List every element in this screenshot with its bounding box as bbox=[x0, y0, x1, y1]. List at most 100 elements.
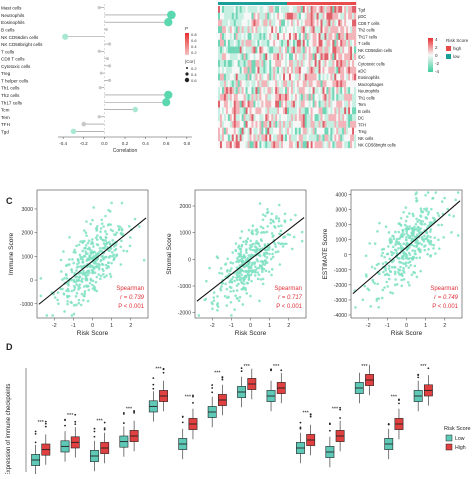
scatter-point bbox=[411, 212, 415, 216]
scatter-point bbox=[107, 249, 111, 253]
heatmap-cell bbox=[350, 60, 353, 68]
heatmap-cell bbox=[285, 39, 288, 47]
heatmap-cell bbox=[277, 26, 280, 34]
y-tick-label: -2000 bbox=[334, 283, 347, 289]
heatmap-cell bbox=[288, 100, 292, 108]
scatter-point bbox=[255, 228, 259, 231]
heatmap-cell bbox=[259, 53, 262, 61]
heatmap-cell bbox=[340, 60, 343, 68]
scatter-point bbox=[122, 249, 125, 253]
heatmap-cell bbox=[249, 6, 252, 13]
heatmap-cell bbox=[352, 6, 355, 13]
heatmap-cell bbox=[257, 141, 260, 149]
heatmap-cell bbox=[338, 12, 341, 20]
heatmap-cell bbox=[332, 12, 335, 20]
scatter-point bbox=[114, 233, 117, 237]
heatmap-cell bbox=[296, 114, 300, 122]
heatmap-cell bbox=[247, 39, 250, 47]
box-outlier bbox=[181, 421, 184, 424]
scatter-point bbox=[387, 267, 391, 270]
heatmap-cell bbox=[245, 114, 248, 122]
heatmap-cell bbox=[231, 87, 234, 95]
heatmap-cell bbox=[269, 120, 272, 128]
heatmap-cell bbox=[218, 87, 221, 95]
scatter-point bbox=[96, 243, 100, 247]
heatmap-cell bbox=[249, 33, 252, 41]
scatter-point bbox=[82, 285, 86, 288]
heatmap-cell bbox=[328, 100, 331, 108]
heatmap-cell bbox=[338, 120, 341, 128]
scatter-point bbox=[400, 284, 404, 288]
scatter-point bbox=[59, 258, 63, 262]
heatmap-cell bbox=[306, 87, 309, 95]
heatmap-cell bbox=[279, 93, 282, 101]
scatter-point bbox=[61, 278, 64, 281]
heatmap-cell bbox=[223, 53, 227, 61]
significance-label: *** bbox=[420, 364, 427, 370]
heatmap-cell bbox=[308, 6, 311, 13]
heatmap-cell bbox=[255, 93, 258, 101]
scatter-point bbox=[104, 239, 108, 242]
heatmap-cell bbox=[338, 26, 341, 34]
significance-label: *** bbox=[302, 410, 309, 416]
scatter-point bbox=[248, 244, 252, 247]
scatter-point bbox=[271, 255, 275, 259]
heatmap-cell bbox=[218, 33, 221, 41]
scatter-point bbox=[104, 256, 107, 259]
scatter-point bbox=[407, 266, 411, 269]
heatmap-legend-title: Risk Score bbox=[446, 38, 469, 43]
scatter-point bbox=[397, 270, 400, 274]
heatmap-cell bbox=[218, 134, 221, 142]
heatmap-cell bbox=[314, 134, 317, 142]
heatmap-cell bbox=[259, 12, 262, 20]
scatter-point bbox=[273, 225, 276, 228]
heatmap-cell bbox=[249, 87, 252, 95]
heatmap-cell bbox=[221, 80, 225, 88]
heatmap-cell bbox=[322, 100, 325, 108]
heatmap-cell bbox=[225, 60, 229, 68]
regression-line bbox=[352, 200, 461, 295]
heatmap-cell bbox=[225, 114, 229, 122]
heatmap-cell bbox=[241, 100, 244, 108]
heatmap-cell bbox=[294, 6, 298, 13]
heatmap-cell bbox=[243, 114, 246, 122]
heatmap-cell bbox=[330, 141, 333, 149]
scatter-point bbox=[238, 247, 242, 251]
heatmap-cell bbox=[318, 60, 321, 68]
heatmap-cell bbox=[223, 80, 227, 88]
heatmap-cell bbox=[338, 60, 341, 68]
heatmap-cell bbox=[336, 134, 339, 142]
heatmap-cell bbox=[350, 39, 353, 47]
scatter-point bbox=[237, 255, 240, 259]
heatmap-cell bbox=[241, 26, 244, 34]
heatmap-cell bbox=[273, 60, 276, 68]
lollipop-point bbox=[81, 121, 87, 127]
scatter-point bbox=[422, 239, 426, 243]
heatmap-cell bbox=[300, 26, 303, 34]
significance-label: *** bbox=[273, 364, 280, 370]
legend-label-high: high bbox=[453, 46, 462, 51]
heatmap-cell bbox=[310, 19, 313, 27]
category-label: NK CD56bright cells bbox=[1, 42, 43, 47]
scatter-point bbox=[75, 283, 79, 286]
risk-annotation-cell bbox=[346, 2, 349, 5]
x-tick-label: 0.6 bbox=[163, 141, 170, 146]
scatter-point bbox=[51, 314, 54, 317]
heatmap-cell bbox=[346, 46, 349, 54]
heatmap-cell bbox=[326, 66, 329, 74]
risk-annotation-cell bbox=[320, 2, 323, 5]
heatmap-cell bbox=[312, 100, 315, 108]
heatmap-cell bbox=[251, 100, 254, 108]
heatmap-cell bbox=[275, 127, 278, 135]
x-tick-label: 2 bbox=[443, 323, 446, 329]
y-tick-label: -1000 bbox=[178, 284, 191, 290]
heatmap-cell bbox=[281, 134, 284, 142]
heatmap-cell bbox=[350, 80, 353, 88]
scatter-point bbox=[82, 229, 86, 232]
scatter-point bbox=[239, 250, 243, 253]
heatmap-cell bbox=[287, 120, 290, 128]
scatter-point bbox=[247, 228, 251, 232]
heatmap-cell bbox=[346, 93, 349, 101]
heatmap-cell bbox=[316, 93, 319, 101]
scatter-point bbox=[108, 240, 111, 244]
